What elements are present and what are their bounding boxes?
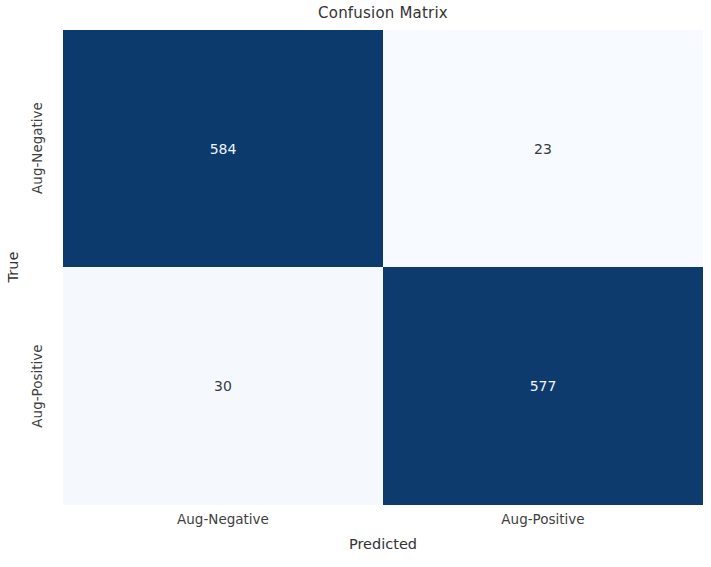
heatmap-cell-true-positive: 577 — [383, 267, 703, 505]
cell-value: 584 — [210, 141, 237, 157]
chart-title: Confusion Matrix — [63, 4, 703, 22]
heatmap-cell-true-negative: 584 — [63, 30, 383, 267]
x-tick-aug-positive: Aug-Positive — [383, 511, 703, 527]
cell-value: 577 — [530, 378, 557, 394]
y-tick-aug-positive: Aug-Positive — [29, 344, 45, 427]
heatmap: 584 23 30 577 — [63, 30, 703, 505]
cell-value: 30 — [214, 378, 232, 394]
y-tick-aug-negative: Aug-Negative — [29, 102, 45, 194]
y-axis-label: True — [5, 252, 21, 283]
cell-value: 23 — [534, 141, 552, 157]
heatmap-cell-false-negative: 30 — [63, 267, 383, 505]
x-axis-label: Predicted — [63, 536, 703, 552]
x-tick-row: Aug-Negative Aug-Positive — [63, 511, 703, 527]
confusion-matrix-figure: Confusion Matrix 584 23 30 577 Aug-Negat… — [0, 0, 711, 567]
heatmap-cell-false-positive: 23 — [383, 30, 703, 267]
x-tick-aug-negative: Aug-Negative — [63, 511, 383, 527]
